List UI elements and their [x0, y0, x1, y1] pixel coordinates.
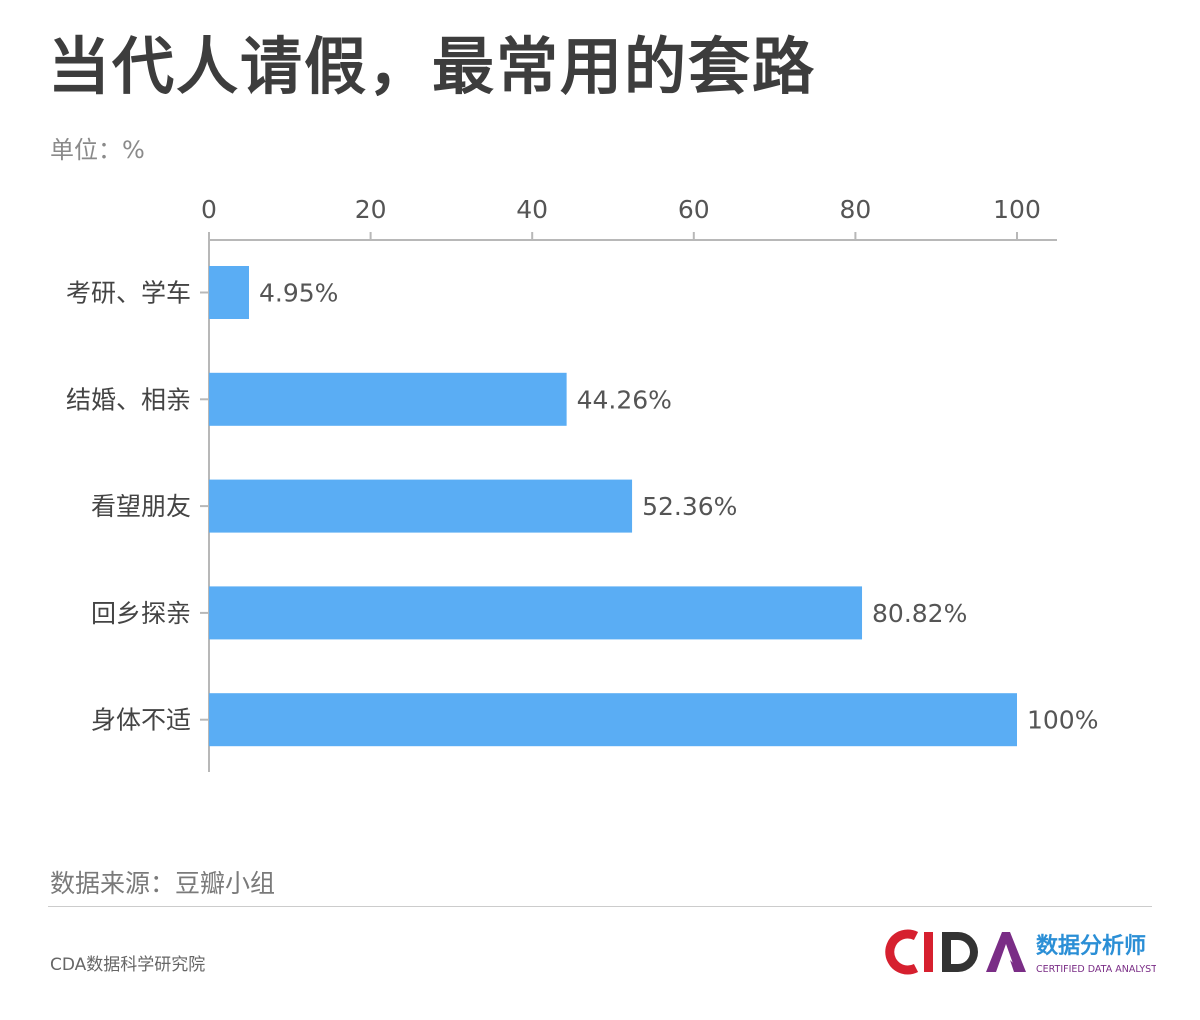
data-label-1: 44.26% — [577, 385, 672, 414]
x-tick-label-5: 100 — [993, 195, 1041, 224]
category-label-3: 回乡探亲 — [91, 599, 191, 628]
unit-label: 单位：% — [50, 136, 145, 164]
x-tick-label-1: 20 — [355, 195, 387, 224]
data-source: 数据来源：豆瓣小组 — [50, 869, 276, 898]
data-label-4: 100% — [1027, 706, 1098, 735]
logo-a-mark — [986, 932, 1026, 972]
bar-2 — [209, 479, 633, 533]
category-label-1: 结婚、相亲 — [66, 385, 191, 414]
x-tick-label-0: 0 — [201, 195, 217, 224]
logo-i-mark — [924, 932, 933, 972]
category-label-4: 身体不适 — [91, 706, 191, 735]
bar-1 — [209, 372, 567, 426]
footer-divider — [48, 906, 1152, 907]
logo-en-text: CERTIFIED DATA ANALYST — [1036, 964, 1156, 975]
bar-0 — [209, 266, 249, 319]
data-label-3: 80.82% — [872, 599, 967, 628]
category-label-2: 看望朋友 — [91, 492, 191, 521]
x-tick-label-3: 60 — [678, 195, 710, 224]
x-tick-label-4: 80 — [839, 195, 871, 224]
data-label-0: 4.95% — [259, 279, 338, 308]
bar-chart: 0 20 40 60 80 100 考研、学车 4.95% 结婚、相亲 44.26% 看望朋友 52.… — [66, 195, 1098, 772]
bar-4 — [209, 693, 1017, 747]
org-name: CDA数据科学研究院 — [50, 955, 206, 975]
logo-d-mark — [942, 932, 978, 972]
logo-c-mark — [885, 929, 919, 975]
bar-3 — [209, 586, 863, 640]
data-label-2: 52.36% — [642, 492, 737, 521]
cda-logo: 数据分析师 CERTIFIED DATA ANALYST — [885, 929, 1156, 975]
chart-title: 当代人请假，最常用的套路 — [48, 30, 817, 103]
x-tick-label-2: 40 — [516, 195, 548, 224]
logo-cn-text: 数据分析师 — [1036, 933, 1146, 959]
category-label-0: 考研、学车 — [66, 279, 191, 308]
